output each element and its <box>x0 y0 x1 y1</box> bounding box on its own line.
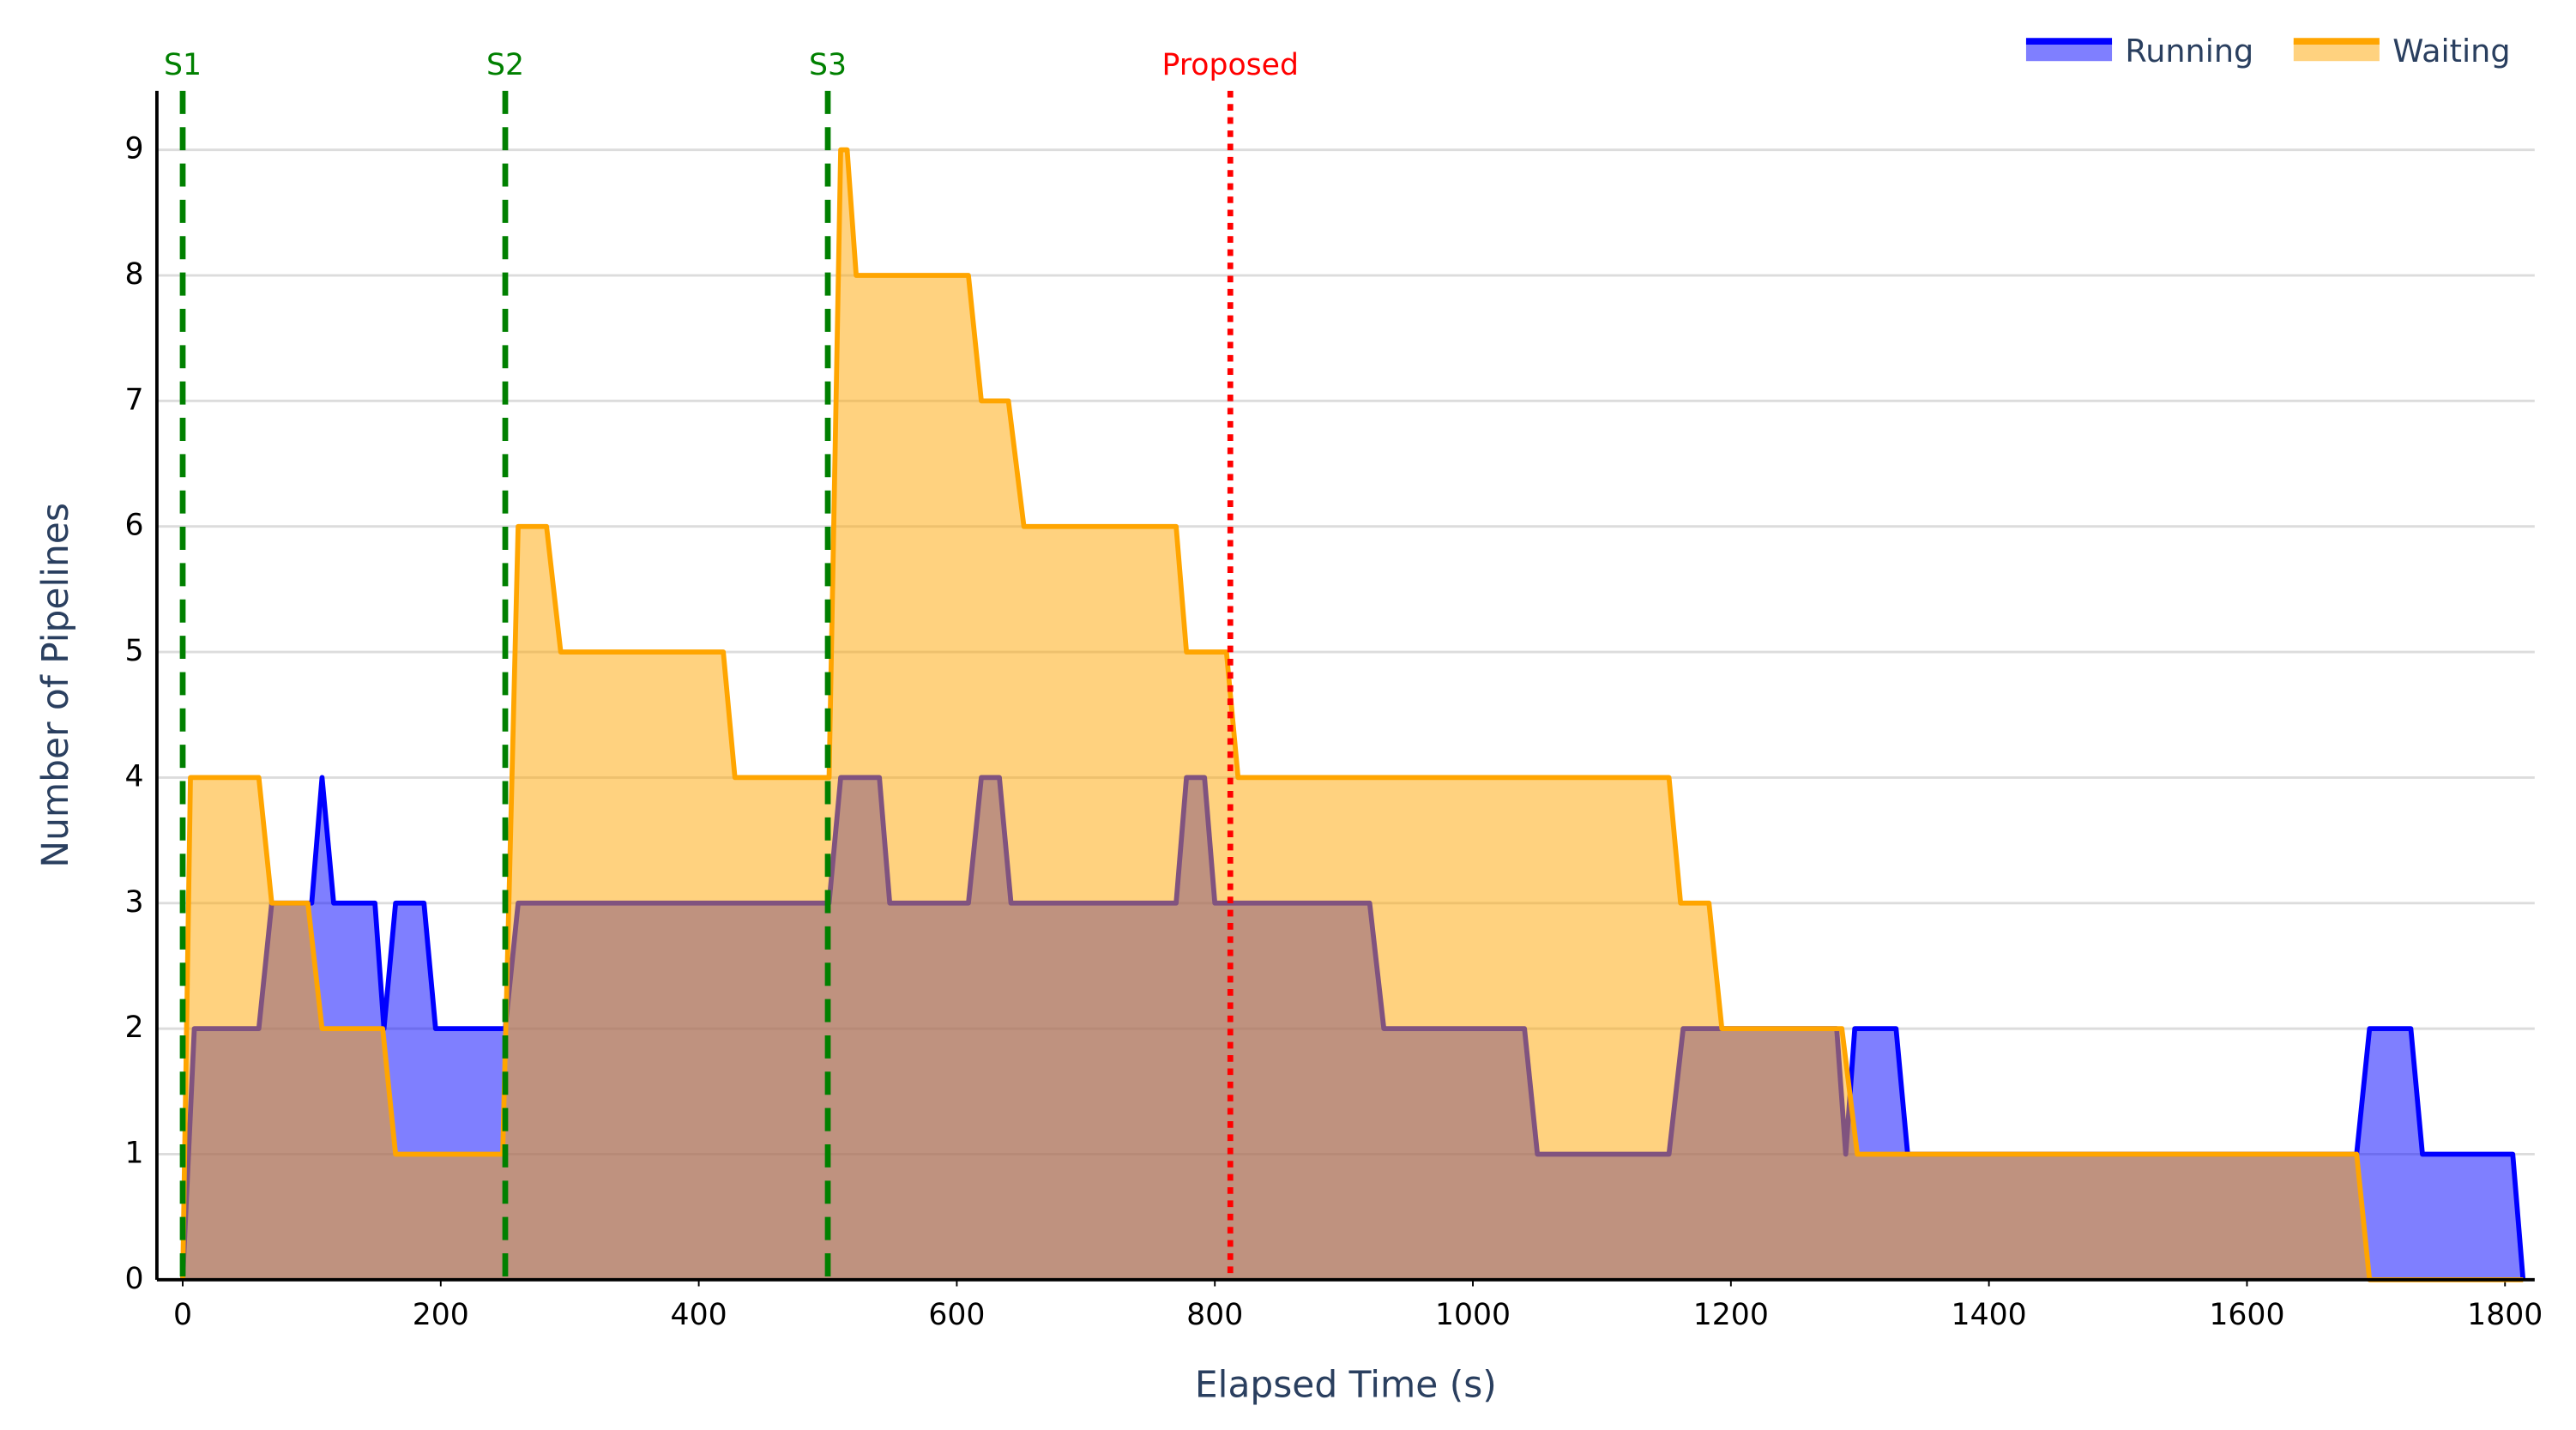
x-tick-label: 600 <box>928 1298 985 1332</box>
reference-label: S2 <box>486 48 524 82</box>
x-tick-label: 400 <box>671 1298 727 1332</box>
y-tick-label: 2 <box>124 1011 143 1045</box>
legend-swatch <box>2293 41 2380 62</box>
x-tick-label: 800 <box>1186 1298 1243 1332</box>
y-tick-label: 8 <box>124 257 143 292</box>
x-axis-label: Elapsed Time (s) <box>1195 1363 1497 1405</box>
y-tick-label: 6 <box>124 509 143 543</box>
x-tick-label: 1400 <box>1952 1298 2027 1332</box>
reference-label: S1 <box>164 48 202 82</box>
y-tick-label: 7 <box>124 383 143 417</box>
line <box>180 147 2524 1282</box>
y-tick-label: 4 <box>124 759 143 793</box>
x-tick-label: 1000 <box>1435 1298 1511 1332</box>
x-tick-label: 200 <box>413 1298 469 1332</box>
y-tick-label: 3 <box>124 885 143 920</box>
reference-label: Proposed <box>1162 48 1299 82</box>
x-tick-label: 0 <box>173 1298 192 1332</box>
y-tick-label: 1 <box>124 1136 143 1170</box>
y-tick-label: 9 <box>124 132 143 166</box>
x-tick-label: 1600 <box>2209 1298 2284 1332</box>
area <box>182 149 2524 1280</box>
legend-label: Running <box>2125 33 2253 69</box>
y-tick-label: 0 <box>124 1262 143 1296</box>
y-axis-label: Number of Pipelines <box>34 503 76 867</box>
legend-swatch <box>2025 41 2113 62</box>
y-tick-label: 5 <box>124 634 143 668</box>
x-tick-label: 1200 <box>1693 1298 1769 1332</box>
x-tick-label: 1800 <box>2467 1298 2543 1332</box>
legend-label: Waiting <box>2392 33 2510 69</box>
reference-label: S3 <box>809 48 847 82</box>
